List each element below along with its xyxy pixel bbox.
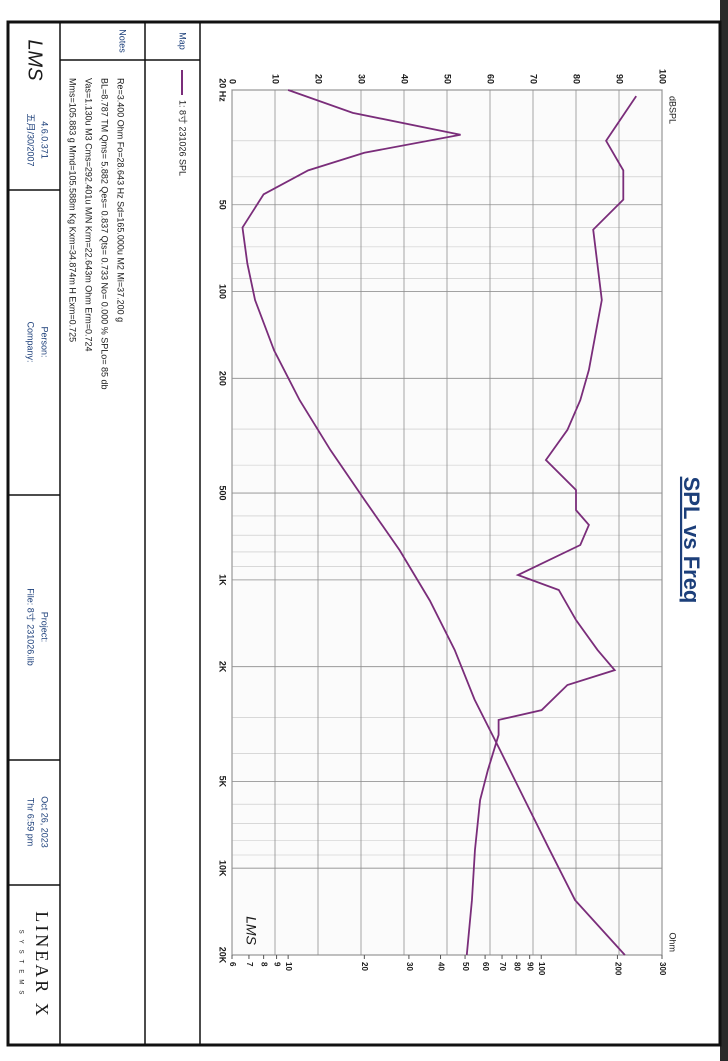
x-tick-label: 50 [218,200,228,210]
y2-tick-label: 300 [658,962,667,976]
y-tick-label: 0 [228,79,238,84]
brand: LINEAR X [32,911,52,1019]
y2-axis-label: Ohm [668,932,678,952]
y-tick-label: 40 [400,74,410,84]
y2-tick-label: 20 [360,962,369,971]
y2-tick-label: 80 [513,962,522,971]
y2-tick-label: 6 [228,962,237,967]
company: Company: [26,321,36,362]
y-tick-label: 70 [529,74,539,84]
rotated-sheet: SPL vs Freq dBSPL Ohm LMS Map Notes 1: 8… [6,20,722,1047]
y-axis-label: dBSPL [668,96,678,124]
note-line: Re=3.400 Ohm Fo=28.643 Hz Sd=165.000u M2… [116,78,126,322]
note-line: Mms=105.883 g Mmd=105.588m Kg Kxm=34.874… [68,78,78,342]
series-line [241,89,626,956]
x-tick-label: 200 [218,371,228,386]
x-tick-label: 1K [218,574,228,586]
sheet-border [6,20,722,1047]
y-tick-label: 10 [271,74,281,84]
person: Person: [40,326,50,357]
footer-logo: LMS [24,39,46,81]
y2-tick-label: 50 [461,962,470,971]
map-label: Map [178,32,188,50]
edge-strip [720,0,728,1061]
notes-label: Notes [118,29,128,53]
project: Project: [40,612,50,643]
build-date: 五月/30/2007 [26,113,36,166]
y2-tick-label: 10 [284,962,293,971]
y-tick-label: 50 [443,74,453,84]
brand-sub: SYSTEMS [17,930,23,1001]
time: Thr 6:59 pm [26,798,36,847]
x-tick-label: 5K [218,776,228,788]
note-line: Vas=1.130u M3 Cms=292.401u M/N Krm=22.64… [84,78,94,351]
y2-tick-label: 40 [436,962,445,971]
legend-entry: 1: 8寸 231026 SPL [178,100,189,176]
x-tick-label: 20K [218,947,228,964]
x-tick-label: 20 Hz [218,78,228,102]
y-tick-label: 80 [572,74,582,84]
y-tick-label: 90 [615,74,625,84]
y2-tick-label: 8 [260,962,269,967]
y-tick-label: 100 [658,69,668,84]
y2-tick-label: 7 [245,962,254,967]
y2-tick-label: 100 [537,962,546,976]
y-tick-label: 20 [314,74,324,84]
y-tick-label: 60 [486,74,496,84]
x-tick-label: 10K [218,860,228,877]
plot-logo: LMS [243,916,259,945]
y2-tick-label: 60 [481,962,490,971]
x-tick-label: 2K [218,661,228,673]
series-line [465,95,637,956]
chart-title: SPL vs Freq [679,477,704,604]
note-line: BL=8.787 TM Qms= 5.882 Qes= 0.837 Qts= 0… [100,78,110,390]
y2-tick-label: 200 [613,962,622,976]
y2-tick-label: 90 [526,962,535,971]
x-tick-label: 500 [218,486,228,501]
y2-tick-label: 30 [405,962,414,971]
version: 4.6.0.371 [40,121,50,159]
x-tick-label: 100 [218,284,228,299]
y-tick-label: 30 [357,74,367,84]
y2-tick-label: 9 [272,962,281,967]
date: Oct 26, 2023 [40,796,50,848]
y2-tick-label: 70 [498,962,507,971]
file: File: 8寸 231026.lib [26,588,37,666]
